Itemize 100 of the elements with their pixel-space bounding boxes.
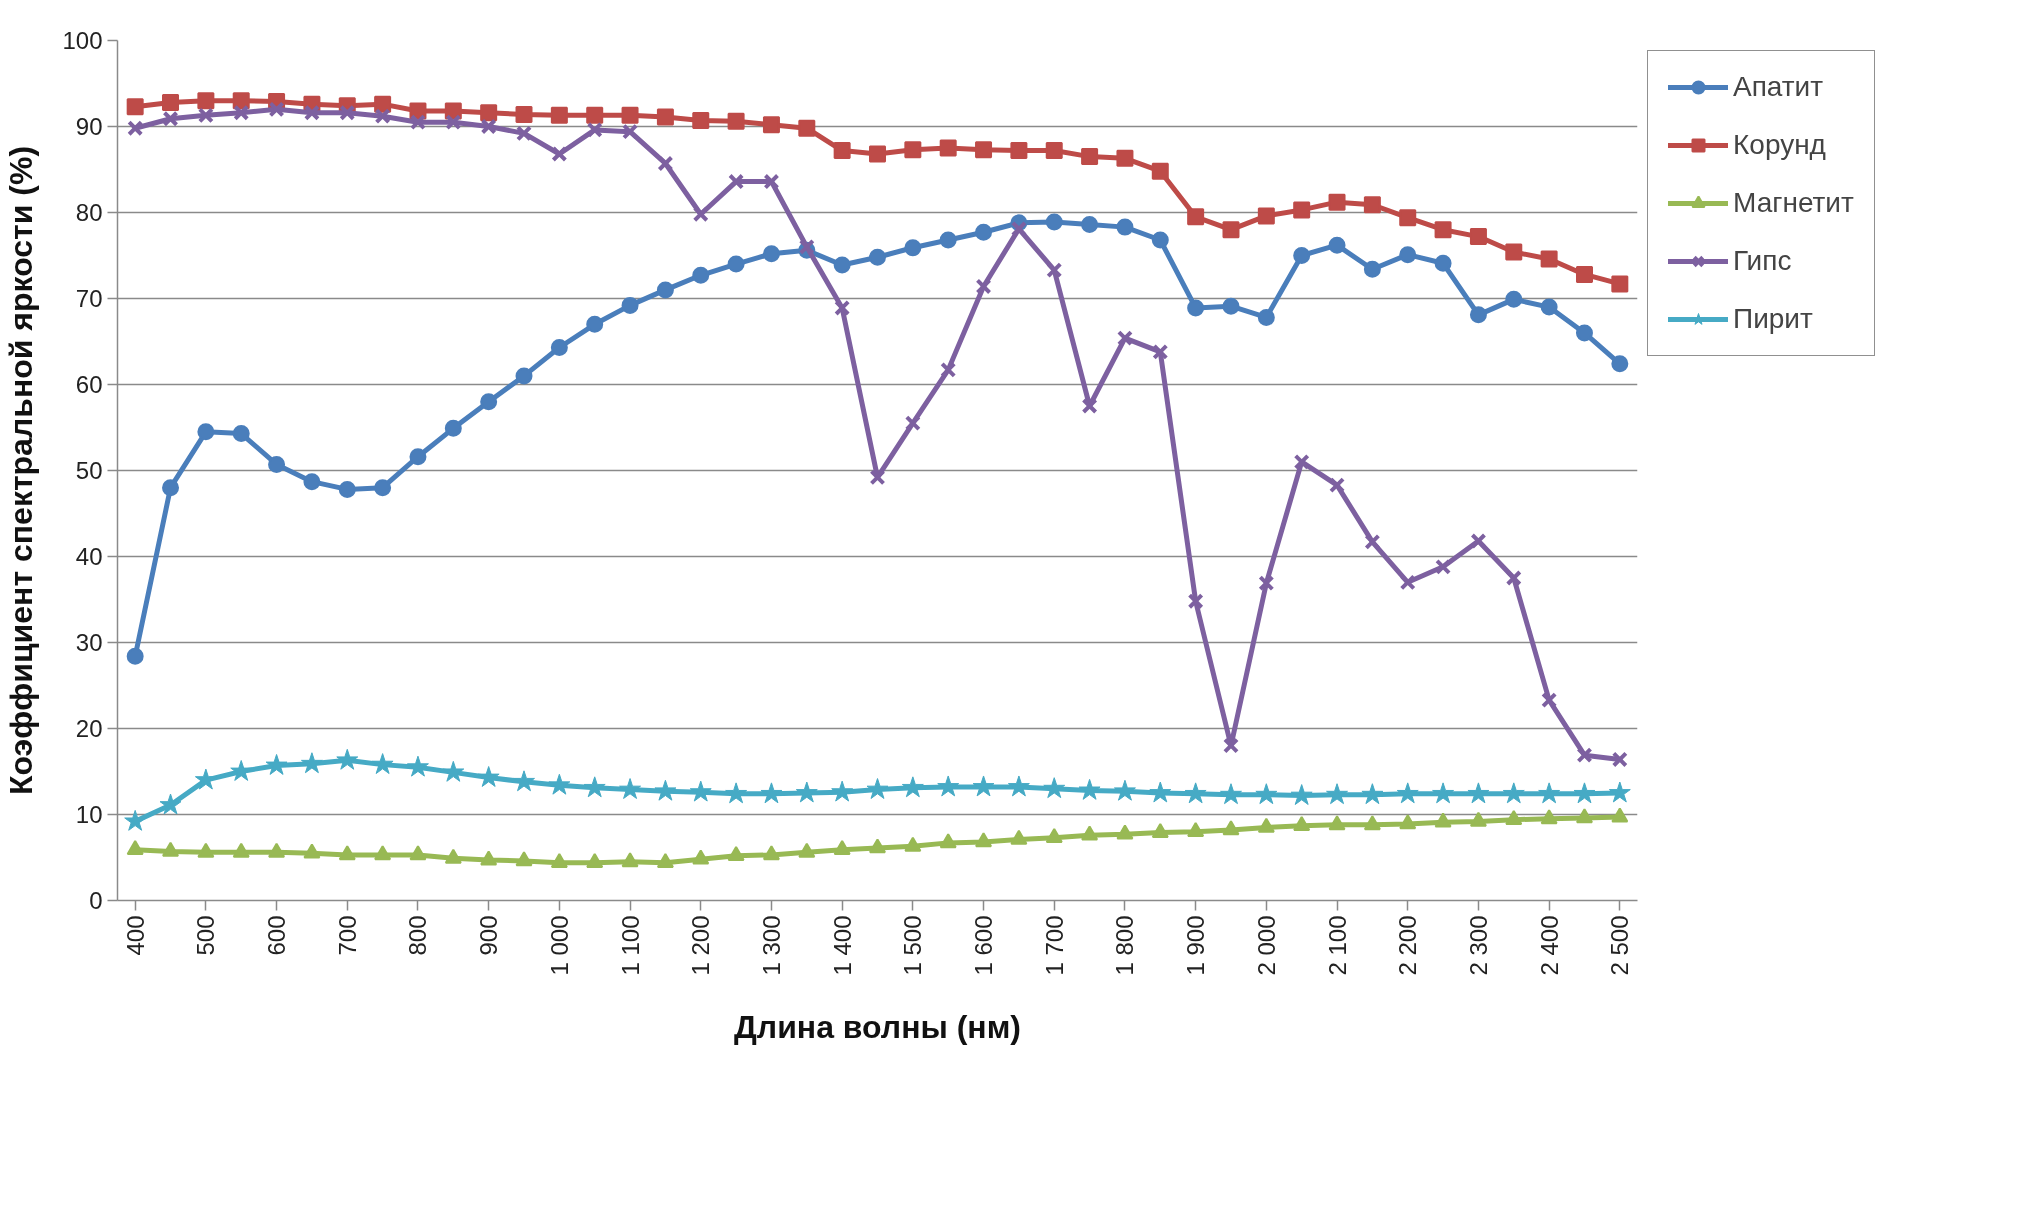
point [1469, 811, 1487, 827]
point [622, 123, 639, 140]
x-axis-title: Длина волны (нм) [734, 1008, 1021, 1045]
point [1435, 558, 1452, 575]
point [798, 119, 816, 137]
y-tick-label: 10 [75, 801, 103, 828]
point [371, 753, 394, 775]
x-tick-label: 2 500 [1606, 915, 1634, 976]
point [1396, 782, 1419, 804]
point [230, 760, 253, 781]
point [1046, 262, 1063, 279]
point [762, 116, 780, 134]
point [1293, 453, 1310, 470]
x-tick-label: 2 200 [1394, 915, 1422, 976]
x-tick-label: 1 300 [757, 915, 785, 976]
point [550, 106, 568, 124]
point [904, 836, 922, 852]
point [232, 842, 250, 858]
point [126, 840, 144, 856]
x-tick-label: 1 700 [1040, 915, 1068, 976]
point [833, 840, 851, 856]
point [1434, 221, 1452, 239]
point [1608, 781, 1631, 803]
point [1010, 142, 1028, 160]
x-tick-label: 1 900 [1182, 915, 1210, 976]
point [1611, 807, 1629, 823]
point [692, 206, 709, 223]
point [1575, 808, 1593, 824]
y-tick-label: 60 [75, 371, 103, 398]
x-tick-label: 500 [192, 915, 220, 956]
point [303, 473, 321, 491]
point [515, 851, 533, 867]
point [1222, 297, 1240, 315]
point [1541, 692, 1558, 709]
point [1293, 201, 1311, 219]
point [1290, 784, 1313, 805]
point [197, 423, 215, 441]
point [1293, 816, 1311, 832]
point [338, 480, 356, 498]
point [866, 778, 889, 799]
point [515, 105, 533, 123]
point [1399, 574, 1416, 591]
point [336, 748, 359, 770]
y-tick-label: 20 [75, 715, 103, 742]
point [689, 780, 712, 802]
point [727, 255, 745, 273]
x-tick-label: 2 100 [1323, 915, 1351, 976]
x-tick-label: 800 [404, 915, 432, 956]
point [1540, 250, 1558, 268]
x-tick-label: 600 [263, 915, 291, 956]
point [1151, 231, 1169, 249]
point [834, 299, 851, 316]
point [869, 838, 886, 854]
point [1220, 783, 1242, 805]
point [1575, 265, 1593, 283]
point [232, 425, 250, 443]
point [692, 111, 710, 129]
point [339, 104, 356, 121]
point [1043, 777, 1066, 799]
point [1113, 779, 1136, 801]
point [654, 779, 677, 801]
y-tick-label: 90 [75, 113, 103, 140]
point [1469, 306, 1487, 324]
point [1045, 142, 1063, 160]
point [338, 845, 356, 861]
point [409, 114, 426, 131]
point [798, 238, 815, 255]
point [795, 781, 818, 803]
point [1502, 782, 1525, 804]
point [1611, 355, 1629, 373]
point [1222, 820, 1240, 836]
x-tick-label: 1 500 [899, 915, 927, 976]
point [374, 108, 391, 125]
point [268, 455, 286, 473]
point [583, 776, 606, 798]
point [303, 843, 321, 859]
point [409, 448, 427, 466]
x-tick-label: 1 400 [828, 915, 856, 976]
point [1222, 221, 1240, 239]
x-tick-label: 1 000 [545, 915, 573, 976]
point [1151, 162, 1169, 180]
point [1255, 783, 1278, 805]
point [869, 248, 886, 266]
point [232, 92, 250, 110]
point [975, 832, 993, 848]
point [162, 93, 180, 111]
point [904, 141, 922, 159]
point [1469, 228, 1487, 246]
point [1081, 397, 1098, 415]
point [692, 266, 710, 284]
y-tick-label: 100 [62, 27, 103, 54]
point [1434, 812, 1452, 828]
y-tick-label: 70 [75, 285, 103, 312]
point [904, 415, 921, 432]
point [798, 842, 816, 858]
point [619, 778, 642, 799]
point [1081, 216, 1099, 234]
point [1328, 193, 1346, 211]
point [1540, 298, 1558, 316]
point [233, 104, 250, 121]
